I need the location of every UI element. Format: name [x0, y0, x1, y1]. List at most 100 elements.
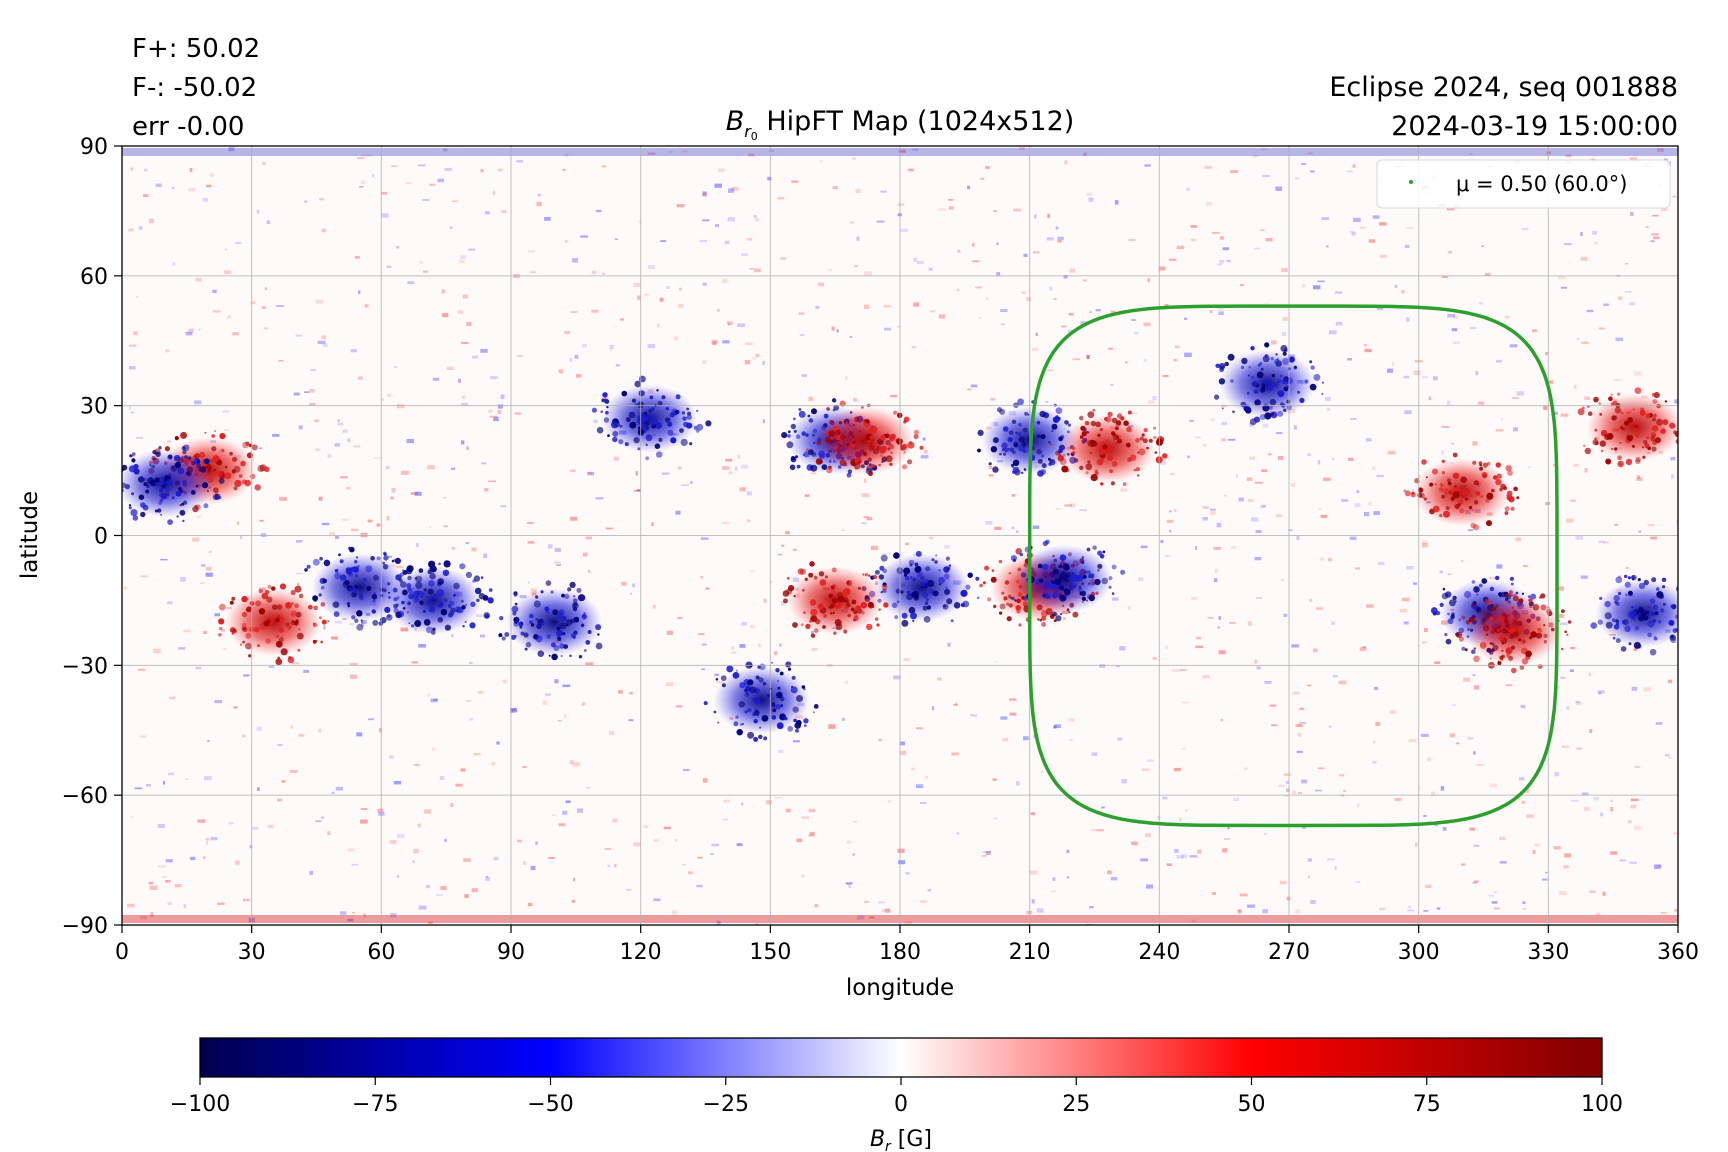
- noise-speck: [1162, 796, 1168, 800]
- region-speck: [1496, 628, 1501, 633]
- region-speck: [1656, 418, 1664, 426]
- region-speck: [176, 515, 179, 518]
- noise-speck: [1298, 792, 1302, 794]
- noise-speck: [264, 287, 267, 291]
- noise-speck: [1408, 739, 1417, 743]
- noise-speck: [206, 184, 212, 188]
- chart-title: Br0 HipFT Map (1024x512): [726, 106, 1075, 143]
- region-speck: [338, 553, 341, 557]
- noise-speck: [360, 819, 368, 824]
- colorbar-label: Br [G]: [870, 1127, 932, 1152]
- region-speck: [523, 632, 529, 638]
- region-speck: [1012, 450, 1016, 455]
- region-speck: [851, 435, 855, 439]
- noise-speck: [1069, 738, 1073, 741]
- region-speck: [183, 444, 190, 451]
- noise-speck: [236, 521, 239, 525]
- noise-speck: [1080, 321, 1088, 325]
- region-speck: [537, 650, 545, 657]
- region-speck: [529, 620, 533, 624]
- noise-speck: [582, 702, 586, 705]
- region-speck: [907, 459, 913, 465]
- region-speck: [789, 464, 796, 471]
- region-speck: [846, 472, 852, 478]
- noise-speck: [146, 784, 151, 787]
- region-speck: [1631, 606, 1634, 609]
- noise-speck: [1171, 669, 1180, 672]
- colorbar-ticks: −100 −75 −50 −25 0 25 50 75 100: [170, 1077, 1623, 1117]
- region-speck: [808, 418, 814, 423]
- noise-speck: [618, 690, 623, 694]
- noise-speck: [1674, 909, 1677, 912]
- noise-speck: [1552, 411, 1558, 415]
- noise-speck: [723, 818, 728, 821]
- noise-speck: [1256, 666, 1261, 670]
- noise-speck: [1061, 325, 1067, 328]
- noise-speck: [674, 336, 679, 341]
- noise-speck: [852, 853, 855, 856]
- noise-speck: [232, 332, 239, 336]
- noise-speck: [347, 438, 351, 442]
- noise-speck: [1456, 742, 1459, 745]
- noise-speck: [957, 249, 961, 253]
- region-speck: [459, 563, 466, 570]
- region-speck: [1139, 436, 1144, 441]
- region-speck: [828, 593, 834, 599]
- region-speck: [229, 600, 234, 605]
- noise-speck: [1238, 497, 1244, 502]
- noise-speck: [418, 905, 427, 910]
- noise-speck: [925, 775, 929, 779]
- region-speck: [178, 487, 182, 491]
- noise-speck: [480, 348, 488, 353]
- noise-speck: [1472, 882, 1477, 884]
- region-speck: [354, 560, 358, 564]
- noise-speck: [129, 405, 132, 410]
- region-speck: [1678, 411, 1683, 416]
- noise-speck: [249, 845, 253, 849]
- noise-speck: [466, 321, 472, 327]
- region-speck: [802, 453, 805, 457]
- noise-speck: [878, 738, 882, 741]
- region-speck: [1504, 629, 1510, 634]
- noise-speck: [944, 545, 950, 549]
- noise-speck: [785, 531, 790, 535]
- x-tick-label: 270: [1268, 940, 1310, 965]
- noise-speck: [389, 755, 394, 759]
- region-speck: [437, 578, 445, 585]
- noise-speck: [446, 366, 454, 370]
- region-speck: [399, 578, 403, 583]
- region-speck: [160, 513, 163, 516]
- region-speck: [1655, 437, 1661, 444]
- noise-speck: [1203, 443, 1207, 447]
- region-speck: [1510, 611, 1513, 614]
- noise-speck: [868, 916, 875, 919]
- region-speck: [267, 584, 272, 590]
- noise-speck: [406, 439, 415, 444]
- region-speck: [401, 569, 405, 572]
- region-speck: [1006, 616, 1012, 622]
- noise-speck: [585, 662, 594, 666]
- region-speck: [1404, 490, 1411, 497]
- noise-speck: [488, 480, 497, 483]
- region-speck: [1624, 420, 1629, 426]
- region-speck: [128, 504, 132, 507]
- region-speck: [372, 619, 379, 626]
- region-speck: [1099, 554, 1105, 559]
- region-speck: [1087, 460, 1091, 464]
- region-speck: [167, 454, 173, 460]
- region-speck: [633, 437, 640, 444]
- noise-speck: [466, 446, 469, 451]
- region-speck: [1510, 582, 1514, 586]
- region-speck: [920, 581, 926, 587]
- noise-speck: [1598, 691, 1602, 695]
- noise-speck: [407, 281, 415, 285]
- region-speck: [1521, 592, 1525, 595]
- region-speck: [1052, 568, 1060, 575]
- region-speck: [878, 574, 885, 580]
- region-speck: [938, 583, 942, 586]
- noise-speck: [1422, 376, 1428, 379]
- noise-speck: [1629, 302, 1636, 306]
- colorbar-gradient: [199, 1037, 1603, 1078]
- noise-speck: [527, 541, 535, 544]
- region-speck: [1543, 640, 1548, 644]
